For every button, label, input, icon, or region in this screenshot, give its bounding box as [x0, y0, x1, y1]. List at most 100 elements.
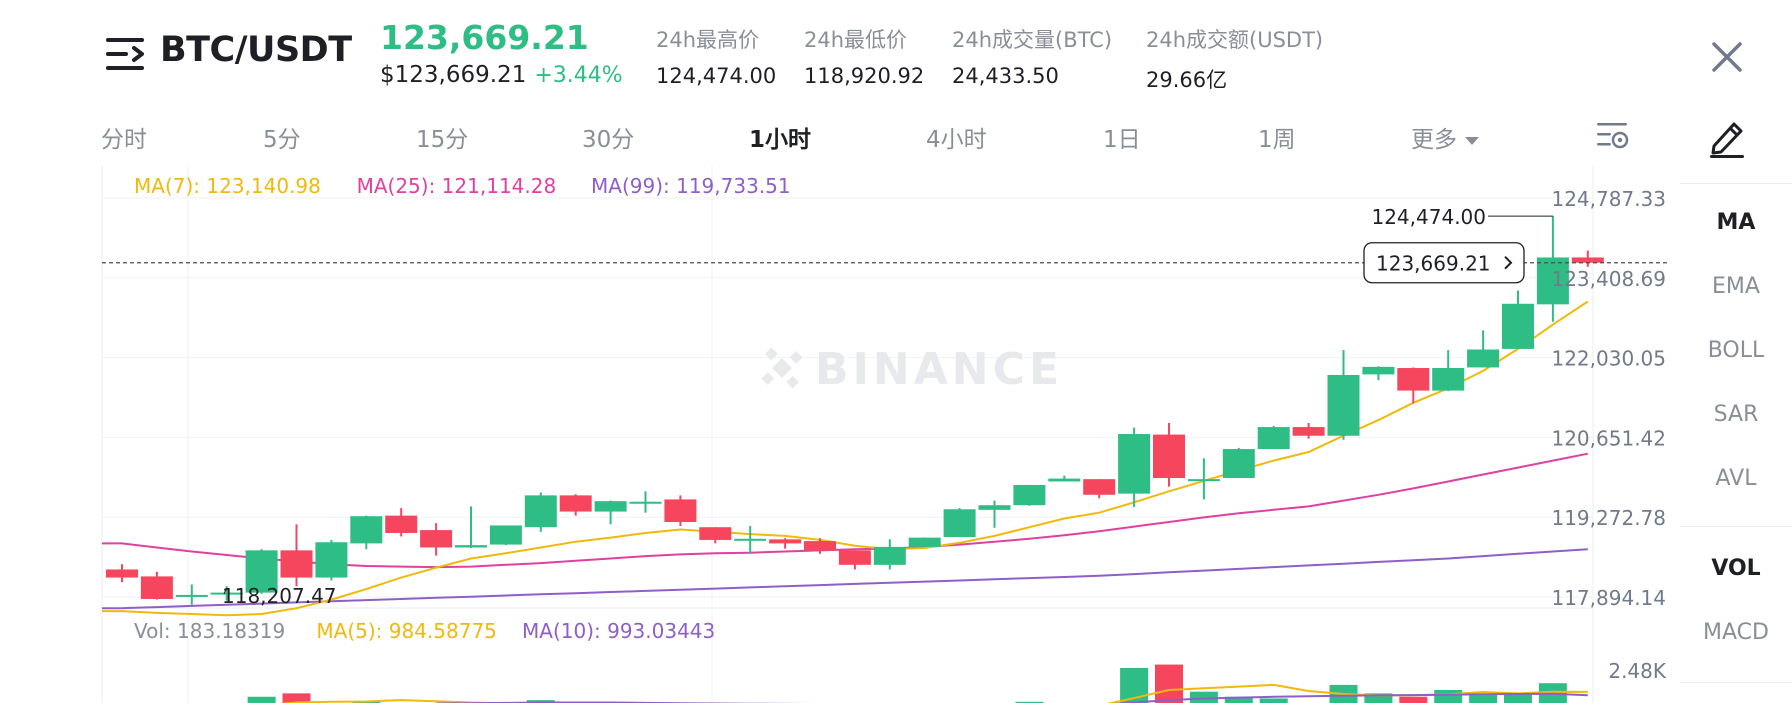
candle[interactable]: [245, 549, 278, 594]
stat-label: 24h成交额(USDT): [1146, 28, 1324, 52]
volume-legend-item: Vol: 183.18319: [134, 619, 285, 643]
y-axis-tick-label: 120,651.42: [1551, 426, 1666, 450]
timeframe-tab-5m[interactable]: 5分: [263, 127, 301, 153]
candle-body: [594, 501, 627, 512]
volume-bar: [1504, 693, 1532, 703]
candle[interactable]: [664, 495, 697, 527]
candle[interactable]: [1432, 350, 1465, 392]
candle[interactable]: [594, 500, 627, 525]
close-icon[interactable]: [1706, 36, 1748, 78]
candle[interactable]: [1362, 366, 1395, 381]
candle[interactable]: [106, 564, 138, 583]
candle[interactable]: [1536, 216, 1569, 322]
volume-bar: [1399, 696, 1428, 703]
timeframe-more-dropdown[interactable]: 更多: [1411, 120, 1479, 154]
ma-legend-item: MA(25): 121,114.28: [357, 174, 557, 198]
indicator-avl[interactable]: AVL: [1715, 466, 1757, 491]
candle[interactable]: [1327, 350, 1360, 440]
candle[interactable]: [280, 524, 313, 587]
timeframe-tab-1w[interactable]: 1周: [1258, 127, 1296, 153]
candle[interactable]: [315, 539, 348, 581]
candle[interactable]: [385, 508, 418, 537]
candle[interactable]: [1571, 250, 1604, 267]
candle-body: [1571, 257, 1604, 263]
volume-bar: [1224, 696, 1253, 703]
timeframe-tab-1h[interactable]: 1小时: [749, 127, 812, 153]
candle[interactable]: [769, 538, 802, 549]
candle[interactable]: [455, 506, 487, 549]
volume-bar: [1364, 693, 1393, 703]
candle[interactable]: [350, 515, 383, 550]
candle[interactable]: [943, 508, 976, 538]
candle-body: [455, 545, 487, 548]
stat-value: 24,433.50: [952, 64, 1059, 88]
candle[interactable]: [838, 550, 871, 570]
menu-icon[interactable]: [106, 36, 146, 72]
y-axis-tick-label: 123,408.69: [1551, 267, 1666, 291]
candle[interactable]: [524, 492, 557, 532]
y-axis-tick-label: 122,030.05: [1551, 347, 1666, 371]
sidebar-divider: [1680, 526, 1792, 527]
candle[interactable]: [1048, 475, 1081, 482]
candle[interactable]: [804, 538, 836, 554]
candle[interactable]: [1257, 425, 1290, 450]
trading-pair-title[interactable]: BTC/USDT: [160, 30, 352, 70]
candle[interactable]: [420, 523, 453, 556]
stat-value: 124,474.00: [656, 64, 777, 88]
candle[interactable]: [908, 537, 941, 547]
candle[interactable]: [1502, 290, 1534, 349]
chart-settings-icon[interactable]: [1596, 120, 1630, 152]
volume-bar: [282, 693, 311, 703]
candle[interactable]: [1013, 484, 1046, 506]
candle[interactable]: [1222, 447, 1255, 479]
timeframe-tab-line[interactable]: 分时: [101, 127, 147, 153]
indicator-ema[interactable]: EMA: [1712, 274, 1760, 299]
candle[interactable]: [140, 571, 173, 600]
indicator-vol[interactable]: VOL: [1711, 556, 1761, 581]
candle-body: [350, 516, 383, 544]
candle[interactable]: [1397, 367, 1430, 404]
draw-pencil-icon[interactable]: [1708, 116, 1746, 158]
stat-label: 24h最低价: [804, 28, 908, 52]
candle-body: [1013, 484, 1046, 506]
stat-24h-high: 24h最高价 124,474.00: [656, 24, 776, 88]
candle-body: [1083, 479, 1116, 495]
low-marker-line: [223, 587, 228, 595]
candle-body: [175, 594, 208, 597]
timeframe-tab-4h[interactable]: 4小时: [926, 127, 987, 153]
candle[interactable]: [629, 491, 662, 513]
indicator-ma[interactable]: MA: [1716, 210, 1756, 235]
current-price-label[interactable]: 123,669.21: [1376, 252, 1491, 276]
candle[interactable]: [978, 500, 1011, 528]
y-axis-tick-label: 124,787.33: [1551, 187, 1666, 211]
candle[interactable]: [1153, 423, 1185, 487]
indicator-macd[interactable]: MACD: [1703, 620, 1769, 645]
candle-body: [524, 495, 557, 528]
candle[interactable]: [559, 494, 592, 516]
volume-legend-item: MA(5): 984.58775: [316, 619, 497, 643]
candle[interactable]: [1292, 423, 1325, 439]
candle[interactable]: [1187, 458, 1220, 500]
candle[interactable]: [1467, 330, 1500, 368]
high-price-label: 124,474.00: [1371, 205, 1486, 229]
low-price-label: 118,207.47: [222, 584, 337, 608]
binance-logo-icon: [761, 347, 803, 389]
watermark-text: BINANCE: [815, 344, 1063, 395]
timeframe-tab-1d[interactable]: 1日: [1103, 127, 1141, 153]
candle[interactable]: [873, 539, 906, 570]
timeframe-tab-15m[interactable]: 15分: [416, 127, 469, 153]
candle[interactable]: [1118, 427, 1151, 507]
timeframe-tab-30m[interactable]: 30分: [582, 127, 635, 153]
candle[interactable]: [175, 584, 208, 605]
indicator-sar[interactable]: SAR: [1713, 402, 1759, 427]
candle[interactable]: [1083, 479, 1116, 499]
candle[interactable]: [489, 525, 522, 546]
candle[interactable]: [699, 527, 732, 544]
candle[interactable]: [734, 526, 767, 554]
indicator-boll[interactable]: BOLL: [1707, 338, 1765, 363]
candle-body: [1502, 303, 1534, 349]
candle-body: [629, 501, 662, 504]
candle-body: [804, 541, 836, 551]
current-price-tag[interactable]: [1363, 242, 1525, 284]
